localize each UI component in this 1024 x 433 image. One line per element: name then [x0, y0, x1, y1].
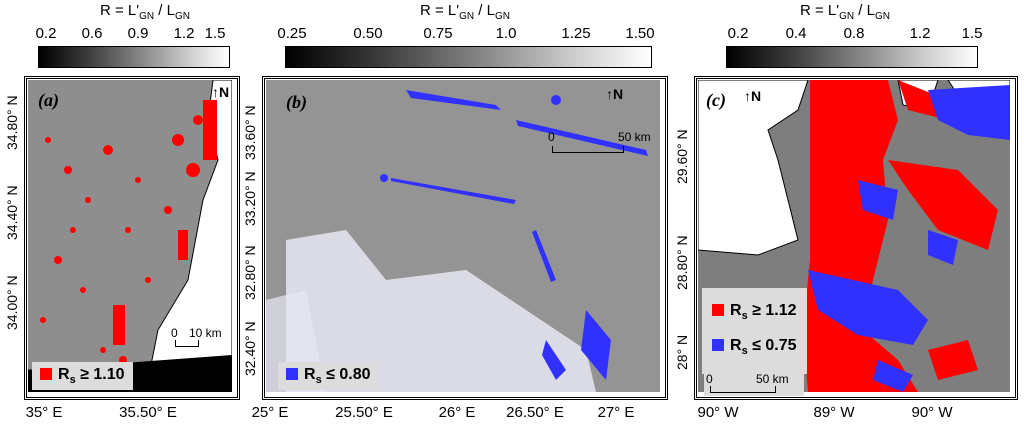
colorbar-tick: 1.5	[961, 25, 983, 42]
colorbar-tick: 1.2	[909, 25, 931, 42]
colorbar-b	[285, 46, 652, 68]
legend-a: Rs ≥ 1.10	[32, 362, 133, 391]
y-tick: 34.40° N	[4, 185, 20, 240]
colorbar-tick: 0.4	[785, 25, 807, 42]
map-c	[698, 80, 1010, 392]
x-tick: 27° E	[597, 404, 635, 421]
panel-label-c: (c)	[706, 90, 726, 110]
map-b	[266, 80, 660, 392]
x-tick: 35.50° E	[119, 404, 177, 421]
scale-bar-c: 0 50 km	[704, 372, 804, 396]
x-tick: 35° E	[25, 404, 63, 421]
colorbar-title-a: R = L'GN / LGN	[100, 2, 190, 22]
colorbar-tick: 1.2	[173, 25, 195, 42]
y-tick: 34.00° N	[4, 275, 20, 330]
x-tick: 26° E	[438, 404, 476, 421]
x-tick: 89° W	[813, 404, 855, 421]
colorbar-tick: 1.5	[204, 25, 226, 42]
x-tick: 90° W	[697, 404, 739, 421]
y-tick: 33.20° N	[242, 171, 258, 226]
north-arrow-b: ↑N	[606, 86, 624, 102]
colorbar-tick: 1.50	[625, 25, 655, 42]
legend-b: Rs ≤ 0.80	[278, 362, 379, 391]
blue-mask-c	[808, 85, 1010, 392]
y-tick: 34.80° N	[4, 95, 20, 150]
map-c-image	[698, 80, 1010, 392]
x-tick: 25° E	[251, 404, 289, 421]
y-tick: 29.60° N	[674, 129, 690, 184]
colorbar-tick: 0.9	[127, 25, 149, 42]
y-tick: 32.80° N	[242, 245, 258, 300]
scale-bar-b: 0 50 km	[548, 130, 652, 154]
colorbar-a	[38, 46, 230, 68]
colorbar-tick: 0.6	[81, 25, 103, 42]
x-tick: 26.50° E	[506, 404, 564, 421]
colorbar-tick: 0.25	[277, 25, 307, 42]
colorbar-title-c: R = L'GN / LGN	[800, 2, 890, 22]
y-tick: 28.80° N	[674, 235, 690, 290]
x-tick: 25.50° E	[335, 404, 393, 421]
colorbar-c	[726, 46, 978, 68]
colorbar-tick: 1.0	[495, 25, 517, 42]
red-mask-a	[40, 100, 217, 364]
legend-c: Rs ≥ 1.12 Rs ≤ 0.75	[702, 288, 807, 375]
x-tick: 90° W	[911, 404, 953, 421]
panel-label-a: (a)	[38, 90, 59, 110]
y-tick: 32.40° N	[242, 321, 258, 376]
blue-mask-b	[380, 90, 648, 380]
colorbar-tick: 0.2	[727, 25, 749, 42]
panel-label-b: (b)	[286, 92, 307, 112]
colorbar-tick: 1.25	[561, 25, 591, 42]
map-b-image	[266, 90, 648, 392]
north-arrow-c: ↑N	[744, 88, 762, 104]
north-arrow-a: ↑N	[212, 84, 230, 100]
colorbar-title-b: R = L'GN / LGN	[420, 2, 510, 22]
y-tick: 33.60° N	[242, 105, 258, 160]
colorbar-tick: 0.8	[843, 25, 865, 42]
colorbar-tick: 0.75	[423, 25, 453, 42]
scale-bar-a: 0 10 km	[171, 326, 235, 350]
colorbar-tick: 0.2	[35, 25, 57, 42]
y-tick: 28° N	[674, 334, 690, 370]
colorbar-tick: 0.50	[353, 25, 383, 42]
